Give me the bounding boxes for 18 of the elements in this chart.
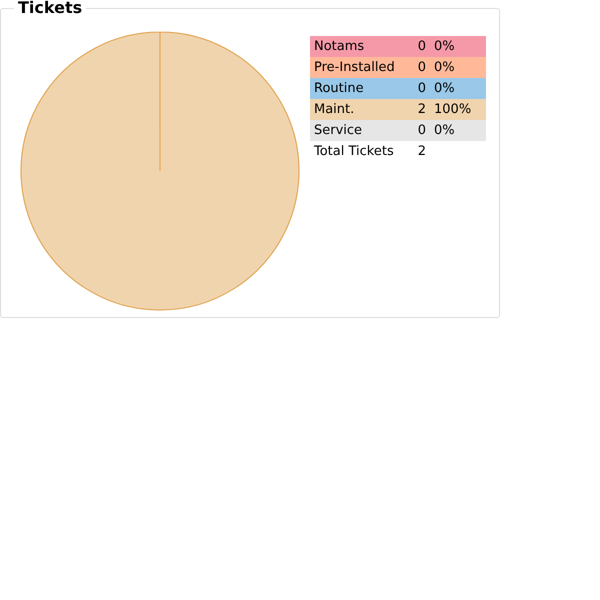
text: 0 <box>416 60 427 75</box>
text: 100% <box>433 102 472 117</box>
chart-title: Tickets <box>14 0 86 17</box>
text: 0% <box>433 81 456 96</box>
slice-label: Maint. <box>313 102 356 117</box>
text: Total Tickets <box>313 144 395 159</box>
text: 0% <box>433 39 456 54</box>
text: 0 <box>416 123 427 138</box>
text: 0% <box>433 123 456 138</box>
category-label: Routine <box>314 81 364 96</box>
text: 0% <box>433 60 456 75</box>
text: 2 <box>416 102 427 117</box>
text: 2 <box>418 144 426 159</box>
text: 0 <box>416 39 427 54</box>
category-label: Service <box>314 123 362 138</box>
category-label: Notams <box>314 39 364 54</box>
text: 0 <box>416 81 427 96</box>
category-label: Pre-Installed <box>314 60 395 75</box>
